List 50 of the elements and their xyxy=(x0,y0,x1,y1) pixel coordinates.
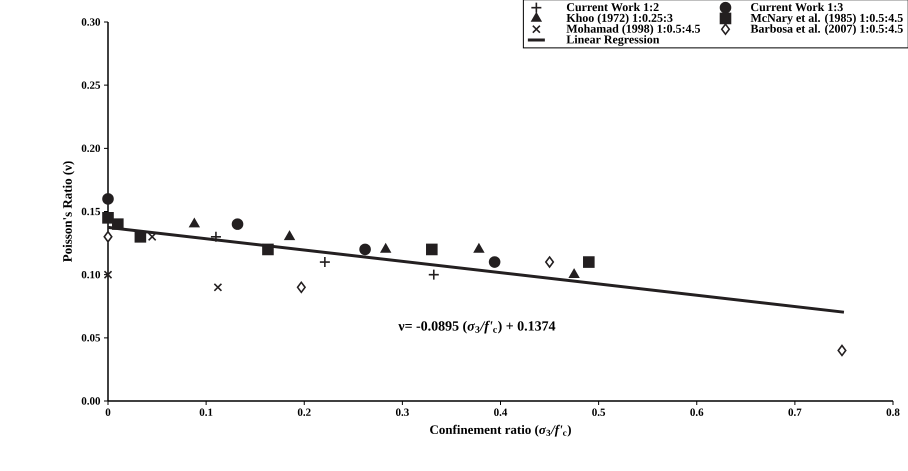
legend-label: Linear Regression xyxy=(566,35,660,46)
y-tick-label: 0.05 xyxy=(82,334,100,342)
annotation: ν= -0.0895 (σ$_{3}$/f'$_{c}$) + 0.1374 xyxy=(398,320,556,334)
x-tick-label: 0.7 xyxy=(788,408,802,416)
point xyxy=(214,282,222,292)
point xyxy=(104,270,112,279)
legend-label: Mohamad (1998) 1:0.5:4.5 xyxy=(566,24,700,36)
point xyxy=(568,268,580,278)
point xyxy=(488,256,500,268)
legend-label: Current Work 1:2 xyxy=(566,2,659,12)
point xyxy=(102,212,114,224)
x-tick-label: 0.4 xyxy=(494,408,508,416)
point xyxy=(583,256,595,268)
point xyxy=(103,230,113,243)
point xyxy=(319,256,331,268)
y-tick-label: 0.15 xyxy=(82,208,100,216)
y-axis-title: Poisson's Ratio (ν) xyxy=(62,161,74,262)
y-tick-label: 0.00 xyxy=(82,397,100,405)
y-tick-label: 0.25 xyxy=(82,81,100,89)
legend-label: McNary et al. (1985) 1:0.5:4.5 xyxy=(750,14,903,24)
point xyxy=(296,282,306,294)
point xyxy=(837,344,847,356)
point xyxy=(380,244,391,253)
point xyxy=(284,230,295,240)
point xyxy=(359,244,371,256)
point xyxy=(232,218,244,230)
x-tick-label: 0.8 xyxy=(886,408,900,416)
x-tick-label: 0.5 xyxy=(592,408,606,416)
point xyxy=(102,193,114,205)
legend-label: Khoo (1972) 1:0.25:3 xyxy=(566,14,673,24)
x-tick-label: 0 xyxy=(106,408,110,416)
point xyxy=(189,218,200,228)
x-axis-title: Confinement ratio (σ$_{3}$/f'$_{c}$) xyxy=(430,424,571,437)
point xyxy=(474,244,484,253)
point xyxy=(545,256,554,268)
legend-label: Barbosa et al. (2007) 1:0.5:4.5 xyxy=(750,24,903,36)
x-tick-label: 0.2 xyxy=(298,408,311,416)
x-tick-label: 0.1 xyxy=(200,408,212,416)
y-tick-label: 0.20 xyxy=(82,144,100,152)
x-tick-label: 0.6 xyxy=(690,408,704,416)
point xyxy=(112,218,124,230)
point xyxy=(428,268,440,280)
y-tick-label: 0.10 xyxy=(82,270,100,278)
point xyxy=(134,230,146,243)
point xyxy=(426,244,438,256)
point xyxy=(262,244,274,256)
legend-label: Current Work 1:3 xyxy=(751,2,843,12)
point xyxy=(210,230,222,243)
y-tick-label: 0.30 xyxy=(82,18,100,26)
x-tick-label: 0.3 xyxy=(396,408,409,416)
